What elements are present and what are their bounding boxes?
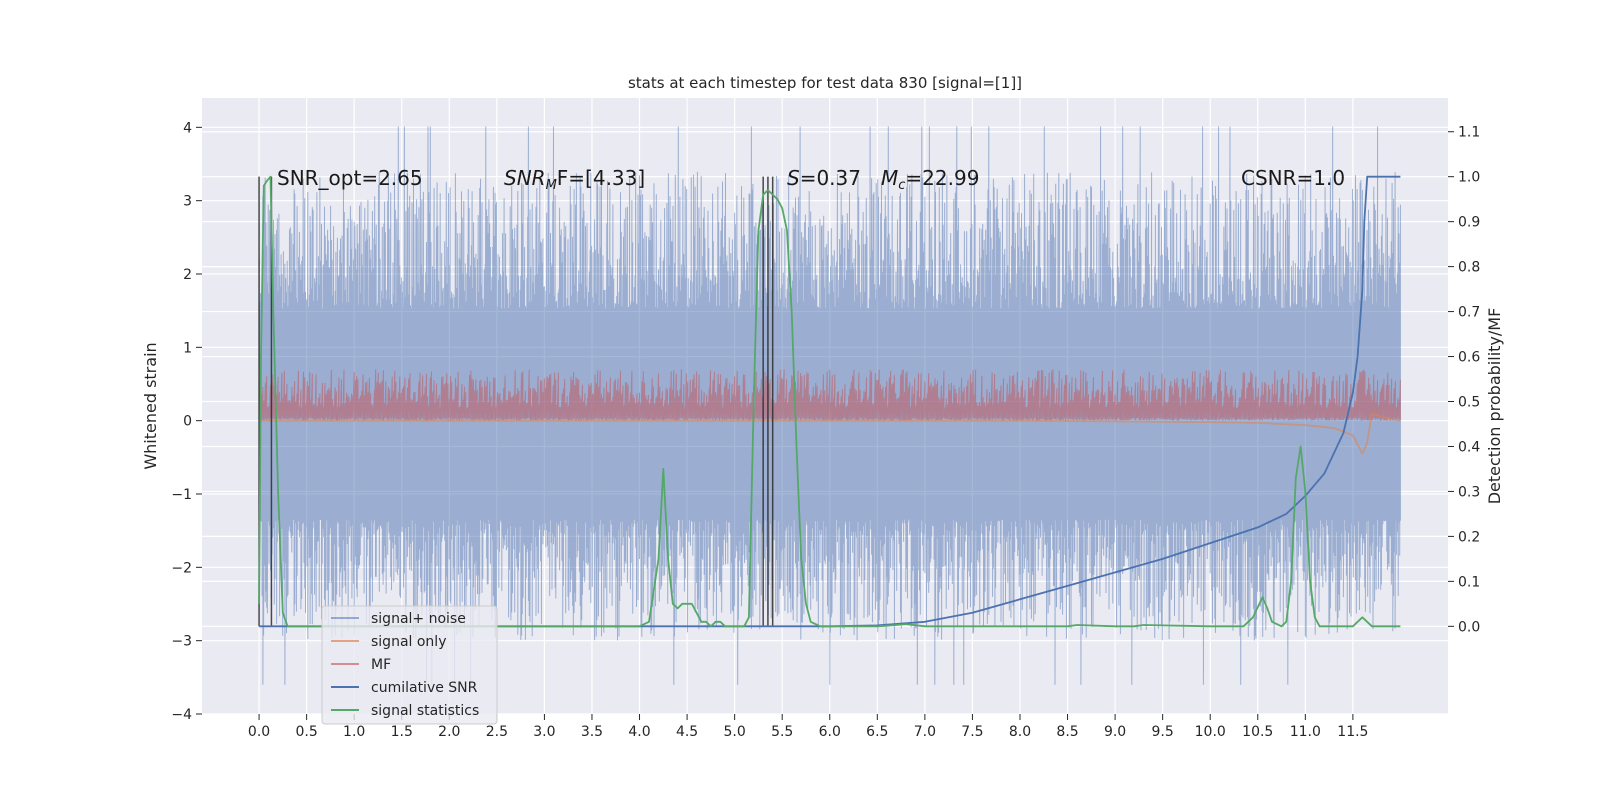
y2-tick-label: 0.8: [1458, 260, 1480, 276]
y-tick-label: −2: [171, 560, 192, 576]
series-mf: [258, 369, 1401, 421]
plot-area: [258, 126, 1401, 685]
x-tick-label: 4.5: [676, 724, 698, 740]
annotation-mc: Mc=22.99: [881, 166, 979, 193]
y-tick-label: 3: [183, 194, 192, 210]
annotation-s: S=0.37: [787, 166, 861, 190]
x-tick-label: 11.0: [1290, 724, 1321, 740]
y2-tick-label: 0.0: [1458, 619, 1480, 635]
y-tick-label: −3: [171, 634, 192, 650]
x-tick-label: 6.0: [819, 724, 841, 740]
y2-tick-label: 0.6: [1458, 350, 1480, 366]
x-tick-label: 3.0: [533, 724, 555, 740]
y2-tick-label: 0.3: [1458, 484, 1480, 500]
x-tick-label: 5.5: [771, 724, 793, 740]
y2-tick-label: 0.5: [1458, 395, 1480, 411]
legend-label-signal-noise: signal+ noise: [371, 611, 466, 627]
x-tick-label: 10.0: [1195, 724, 1226, 740]
legend: signal+ noise signal only MF cumilative …: [321, 605, 498, 725]
y2-tick-label: 0.9: [1458, 215, 1480, 231]
y2-tick-label: 1.0: [1458, 170, 1480, 186]
y2-tick-label: 1.1: [1458, 125, 1480, 141]
x-tick-label: 11.5: [1337, 724, 1368, 740]
x-tick-label: 0.0: [248, 724, 270, 740]
series-signal-only: [259, 412, 1401, 455]
x-tick-label: 1.0: [343, 724, 365, 740]
x-tick-label: 2.0: [438, 724, 460, 740]
y2-tick-label: 0.1: [1458, 574, 1480, 590]
x-tick-label: 8.0: [1009, 724, 1031, 740]
legend-label-signal-statistics: signal statistics: [371, 703, 479, 719]
chart-title: stats at each timestep for test data 830…: [628, 74, 1022, 92]
x-tick-label: 9.5: [1152, 724, 1174, 740]
x-axis: 0.0 0.5 1.0 1.5 2.0 2.5 3.0 3.5 4.0 4.5 5.0 5.5 6.0 6…: [248, 714, 1368, 740]
y2-axis-label: Detection probability/MF: [1485, 308, 1504, 505]
x-tick-label: 7.5: [961, 724, 983, 740]
series-signal-statistics: [258, 175, 1401, 628]
y-tick-label: 4: [183, 120, 192, 136]
x-tick-label: 8.5: [1056, 724, 1078, 740]
y-axis-label: Whitened strain: [141, 342, 160, 469]
x-tick-label: 6.5: [866, 724, 888, 740]
x-tick-label: 1.5: [391, 724, 413, 740]
y-axis-right: 1.1 1.0 0.9 0.8 0.7 0.6 0.5 0.4 0.3 0.2 0.1 0.0: [1448, 125, 1480, 635]
y-tick-label: 1: [183, 340, 192, 356]
x-tick-label: 9.0: [1104, 724, 1126, 740]
annotation-csnr: CSNR=1.0: [1241, 166, 1345, 190]
series-signal-noise: [258, 126, 1401, 685]
x-tick-label: 5.0: [724, 724, 746, 740]
y-tick-label: 0: [183, 414, 192, 430]
legend-label-signal-only: signal only: [371, 634, 446, 650]
x-tick-label: 3.5: [581, 724, 603, 740]
annotation-snr-mf: SNRMF=[4.33]: [504, 166, 645, 193]
y-tick-label: −1: [171, 487, 192, 503]
x-tick-label: 0.5: [295, 724, 317, 740]
annotation-snr-opt: SNR_opt=2.65: [277, 166, 423, 190]
x-tick-label: 4.0: [628, 724, 650, 740]
legend-label-cumulative-snr: cumilative SNR: [371, 680, 478, 696]
y2-tick-label: 0.7: [1458, 305, 1480, 321]
series-cumulative-snr: [259, 175, 1401, 628]
y2-tick-label: 0.2: [1458, 529, 1480, 545]
y-axis-left: 4 3 2 1 0 −1 −2 −3 −4: [171, 120, 202, 723]
x-tick-label: 2.5: [486, 724, 508, 740]
y-tick-label: 2: [183, 267, 192, 283]
y-tick-label: −4: [171, 707, 192, 723]
x-tick-label: 7.0: [914, 724, 936, 740]
legend-label-mf: MF: [371, 657, 391, 673]
y2-tick-label: 0.4: [1458, 439, 1480, 455]
x-tick-label: 10.5: [1242, 724, 1273, 740]
legend-box: [321, 605, 498, 725]
